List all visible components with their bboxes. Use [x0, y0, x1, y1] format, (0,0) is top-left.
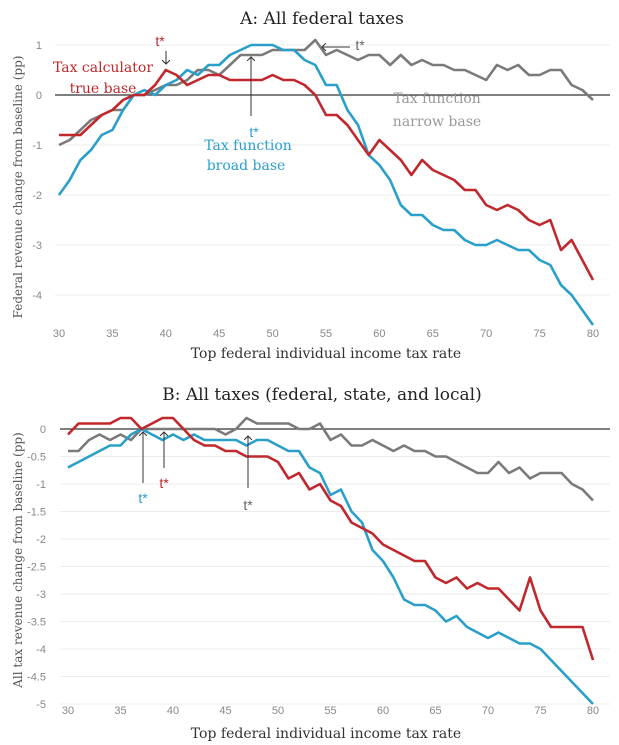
panel-a-broad-label-2: broad base: [207, 158, 286, 174]
y-tick-label: -4: [32, 290, 42, 302]
x-tick-label: 80: [587, 705, 599, 717]
panel-b-title: B: All taxes (federal, state, and local): [162, 385, 482, 405]
y-tick-label: -2: [36, 534, 46, 546]
x-tick-label: 35: [114, 705, 126, 717]
panel-a-title: A: All federal taxes: [239, 9, 404, 29]
x-tick-label: 45: [213, 328, 225, 340]
panel-a-narrow-label-1: Tax function: [393, 91, 481, 107]
x-tick-label: 40: [167, 705, 179, 717]
panel-a-x-ticks: 30 35 40 45 50 55 60 65 70 75 80: [53, 328, 599, 340]
y-tick-label: -1: [32, 140, 42, 152]
panel-a-narrow-label-2: narrow base: [393, 114, 481, 130]
y-tick-label: -3.5: [27, 617, 46, 629]
x-tick-label: 70: [480, 328, 492, 340]
panel-b-calculator-tstar: t*: [159, 475, 169, 491]
x-tick-label: 80: [587, 328, 599, 340]
panel-b-lines: [67, 416, 595, 705]
panel-a-x-axis-title: Top federal individual income tax rate: [191, 346, 461, 362]
y-tick-label: 0: [40, 424, 46, 436]
y-tick-label: -0.5: [27, 452, 46, 464]
x-tick-label: 30: [53, 328, 65, 340]
panel-a-lines: [57, 38, 595, 326]
x-tick-label: 40: [160, 328, 172, 340]
x-tick-label: 55: [320, 328, 332, 340]
panel-a-calculator-label-2: true base: [70, 81, 137, 97]
panel-b-y-ticks: 0 -0.5 -1 -1.5 -2 -2.5 -3 -3.5 -4 -4.5 -5: [27, 424, 46, 711]
panel-b-broad-tstar: t*: [138, 490, 148, 506]
y-tick-label: -2.5: [27, 562, 46, 574]
panel-b-narrow-tstar: t*: [243, 497, 253, 513]
x-tick-label: 50: [272, 705, 284, 717]
x-tick-label: 70: [482, 705, 494, 717]
x-tick-label: 60: [377, 705, 389, 717]
panel-a-calculator-tstar: t*: [155, 33, 165, 49]
x-tick-label: 50: [266, 328, 278, 340]
panel-b-x-axis-title: Top federal individual income tax rate: [191, 726, 461, 742]
x-tick-label: 75: [534, 705, 546, 717]
x-tick-label: 65: [427, 328, 439, 340]
y-tick-label: -1.5: [27, 507, 46, 519]
x-tick-label: 45: [219, 705, 231, 717]
panel-a-grid: [55, 44, 610, 296]
y-tick-label: 1: [36, 40, 42, 52]
x-tick-label: 75: [533, 328, 545, 340]
x-tick-label: 30: [62, 705, 74, 717]
y-tick-label: -1: [36, 479, 46, 491]
y-tick-label: 0: [36, 90, 42, 102]
x-tick-label: 35: [106, 328, 118, 340]
panel-b-y-axis-title: All tax revenue change from baseline (pp…: [11, 432, 25, 688]
series-line-narrow: [68, 416, 594, 502]
panel-a-broad-label-1: Tax function: [204, 138, 292, 154]
panel-b: B: All taxes (federal, state, and local)…: [11, 385, 610, 742]
y-tick-label: -3: [36, 589, 46, 601]
panel-a-calculator-label-1: Tax calculator: [53, 60, 153, 76]
series-line-calculator: [59, 68, 595, 281]
x-tick-label: 60: [373, 328, 385, 340]
series-line-broad: [67, 427, 594, 705]
panel-a-y-ticks: 1 0 -1 -2 -3 -4: [32, 40, 42, 302]
y-tick-label: -3: [32, 240, 42, 252]
y-tick-label: -4.5: [27, 672, 46, 684]
panel-a-y-axis-title: Federal revenue change from baseline (pp…: [11, 56, 25, 319]
panel-a-broad-tstar: t*: [249, 124, 259, 140]
panel-b-grid: [60, 428, 610, 705]
x-tick-label: 55: [324, 705, 336, 717]
series-line-broad: [57, 43, 595, 326]
y-tick-label: -5: [36, 699, 46, 711]
y-tick-label: -2: [32, 190, 42, 202]
y-tick-label: -4: [36, 644, 46, 656]
panel-a: A: All federal taxes 1 0 -1 -2 -3 -4 30 35 40 45…: [11, 9, 610, 362]
panel-a-narrow-tstar: t*: [355, 37, 365, 53]
x-tick-label: 65: [429, 705, 441, 717]
panel-b-x-ticks: 30 35 40 45 50 55 60 65 70 75 80: [62, 705, 599, 717]
series-line-calculator: [67, 416, 595, 661]
